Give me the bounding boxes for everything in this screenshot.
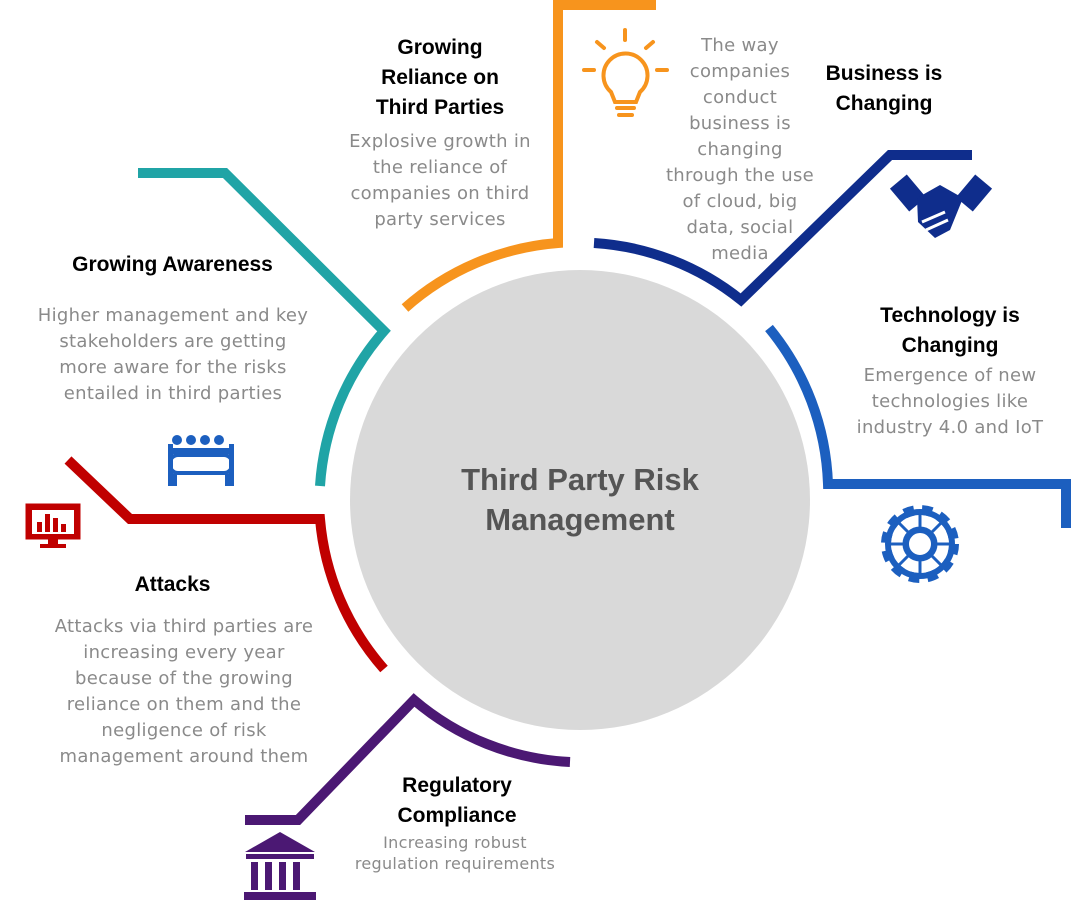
business-desc-line: through the use bbox=[665, 165, 815, 186]
reliance-desc-line: party services bbox=[374, 209, 506, 230]
gear-icon bbox=[881, 505, 959, 583]
attacks-description: Attacks via third parties are increasing… bbox=[38, 614, 330, 770]
business-desc-line: data, social bbox=[686, 217, 794, 238]
reliance-description: Explosive growth in the reliance of comp… bbox=[330, 129, 550, 233]
awareness-desc-line: entailed in third parties bbox=[63, 383, 283, 404]
business-title-line: Changing bbox=[835, 92, 933, 115]
attacks-desc-line: reliance on them and the bbox=[66, 694, 302, 715]
technology-description: Emergence of new technologies like indus… bbox=[835, 363, 1065, 441]
reliance-desc-line: companies on third bbox=[350, 183, 530, 204]
business-desc-line: companies bbox=[689, 61, 791, 82]
reliance-desc-line: Explosive growth in bbox=[349, 131, 531, 152]
business-description: The way companies conduct business is ch… bbox=[650, 33, 830, 267]
reliance-connector bbox=[401, 0, 656, 312]
monitor-chart-icon bbox=[25, 503, 81, 548]
attacks-desc-line: because of the growing bbox=[75, 668, 293, 689]
business-desc-line: of cloud, big bbox=[682, 191, 798, 212]
business-connector bbox=[593, 150, 972, 307]
regulatory-connector bbox=[245, 693, 571, 825]
awareness-desc-line: stakeholders are getting bbox=[59, 331, 287, 352]
technology-desc-line: Emergence of new bbox=[863, 365, 1037, 386]
awareness-desc-line: more aware for the risks bbox=[59, 357, 287, 378]
meeting-table-icon bbox=[168, 435, 234, 486]
handshake-icon bbox=[889, 174, 993, 238]
reliance-title-line: Growing bbox=[397, 36, 483, 59]
business-desc-line: changing bbox=[697, 139, 783, 160]
awareness-title: Growing Awareness bbox=[30, 250, 315, 280]
reliance-title-line: Reliance on bbox=[381, 66, 499, 89]
center-title: Third Party Risk Management bbox=[461, 462, 699, 537]
attacks-title-line: Attacks bbox=[134, 573, 211, 596]
awareness-connector bbox=[138, 168, 391, 487]
technology-title: Technology is Changing bbox=[855, 301, 1045, 361]
business-desc-line: business is bbox=[689, 113, 791, 134]
technology-title-line: Technology is bbox=[880, 304, 1020, 327]
regulatory-title-line: Compliance bbox=[397, 804, 517, 827]
technology-desc-line: technologies like bbox=[871, 391, 1029, 412]
regulatory-description: Increasing robust regulation requirement… bbox=[338, 832, 572, 874]
business-title: Business is Changing bbox=[800, 59, 968, 119]
awareness-title-line: Growing Awareness bbox=[72, 253, 273, 276]
regulatory-title: Regulatory Compliance bbox=[362, 771, 552, 831]
business-desc-line: media bbox=[711, 243, 769, 264]
regulatory-desc-line: regulation requirements bbox=[354, 854, 556, 873]
technology-title-line: Changing bbox=[901, 334, 999, 357]
bank-building-icon bbox=[244, 832, 316, 900]
attacks-desc-line: negligence of risk bbox=[101, 720, 267, 741]
technology-connector bbox=[765, 324, 1071, 528]
business-title-line: Business is bbox=[825, 62, 943, 85]
center-circle bbox=[350, 270, 810, 730]
business-desc-line: conduct bbox=[702, 87, 778, 108]
reliance-title: Growing Reliance on Third Parties bbox=[340, 33, 540, 123]
lightbulb-icon bbox=[582, 28, 669, 117]
regulatory-title-line: Regulatory bbox=[402, 774, 512, 797]
awareness-desc-line: Higher management and key bbox=[37, 305, 309, 326]
attacks-desc-line: increasing every year bbox=[83, 642, 285, 663]
reliance-title-line: Third Parties bbox=[375, 96, 505, 119]
regulatory-desc-line: Increasing robust bbox=[383, 833, 527, 852]
business-desc-line: The way bbox=[701, 35, 779, 56]
attacks-desc-line: Attacks via third parties are bbox=[54, 616, 314, 637]
attacks-desc-line: management around them bbox=[59, 746, 309, 767]
reliance-desc-line: the reliance of bbox=[372, 157, 508, 178]
technology-desc-line: industry 4.0 and IoT bbox=[856, 417, 1044, 438]
attacks-title: Attacks bbox=[90, 570, 255, 600]
attacks-connector bbox=[64, 456, 388, 673]
awareness-description: Higher management and key stakeholders a… bbox=[18, 303, 328, 407]
